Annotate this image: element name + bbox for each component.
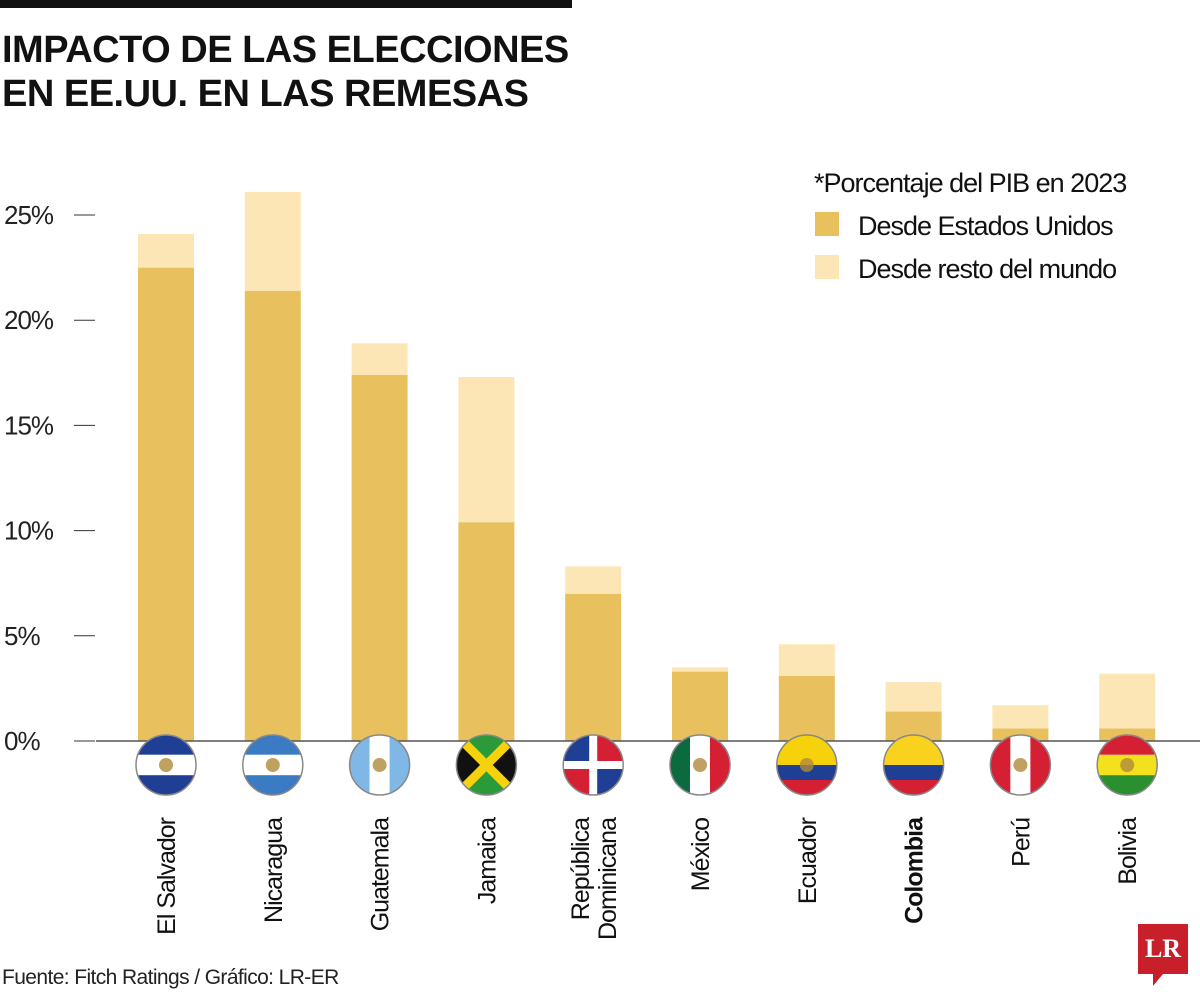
bar-us-3 bbox=[458, 522, 515, 741]
category-label: Perú bbox=[1007, 818, 1035, 867]
mexico-flag-icon bbox=[669, 734, 731, 796]
y-tick-label: 15% bbox=[4, 410, 54, 440]
el-salvador-flag-icon bbox=[135, 734, 197, 796]
guatemala-flag-icon bbox=[348, 734, 411, 796]
category-label: Guatemala bbox=[367, 817, 395, 931]
legend-label: Desde resto del mundo bbox=[858, 254, 1116, 284]
bar-rest-7 bbox=[885, 682, 942, 712]
chart-title: IMPACTO DE LAS ELECCIONES EN EE.UU. EN L… bbox=[2, 28, 569, 116]
title-line-2: EN EE.UU. EN LAS REMESAS bbox=[2, 73, 529, 115]
bar-rest-2 bbox=[351, 343, 408, 375]
bar-rest-4 bbox=[565, 566, 622, 594]
top-rule bbox=[0, 0, 572, 8]
bar-us-5 bbox=[672, 671, 728, 741]
y-tick-label: 0% bbox=[4, 726, 40, 756]
bar-rest-9 bbox=[1099, 673, 1156, 729]
bar-us-6 bbox=[778, 675, 835, 741]
legend-swatch bbox=[815, 255, 839, 279]
legend-title: *Porcentaje del PIB en 2023 bbox=[814, 168, 1126, 198]
bar-us-0 bbox=[138, 267, 194, 741]
bar-rest-5 bbox=[672, 667, 728, 672]
category-label: República bbox=[567, 817, 595, 920]
category-label: México bbox=[687, 818, 715, 891]
category-label: Jamaica bbox=[473, 817, 501, 904]
bar-rest-0 bbox=[138, 233, 194, 268]
category-label: Colombia bbox=[901, 816, 929, 924]
legend-swatch bbox=[815, 212, 839, 236]
bar-rest-1 bbox=[244, 191, 301, 291]
bar-us-1 bbox=[244, 290, 301, 741]
bolivia-flag-icon bbox=[1096, 734, 1158, 796]
y-tick-label: 25% bbox=[4, 200, 54, 230]
lr-logo: LR bbox=[1138, 924, 1188, 986]
nicaragua-flag-icon bbox=[242, 734, 304, 796]
bar-us-2 bbox=[351, 374, 408, 741]
y-tick-label: 20% bbox=[4, 305, 54, 335]
legend-label: Desde Estados Unidos bbox=[858, 211, 1113, 241]
peru-flag-icon bbox=[989, 734, 1052, 796]
jamaica-flag-icon bbox=[455, 734, 518, 796]
bar-rest-6 bbox=[778, 644, 835, 676]
source-footer: Fuente: Fitch Ratings / Gráfico: LR-ER bbox=[2, 966, 339, 989]
bar-us-4 bbox=[565, 593, 622, 741]
ecuador-flag-icon bbox=[776, 734, 838, 796]
category-label: El Salvador bbox=[153, 817, 181, 935]
category-label: Dominicana bbox=[594, 817, 622, 940]
category-label: Bolivia bbox=[1114, 817, 1142, 885]
bar-rest-3 bbox=[458, 377, 515, 523]
bar-rest-8 bbox=[992, 705, 1049, 729]
y-tick-label: 5% bbox=[4, 621, 40, 651]
y-tick-label: 10% bbox=[4, 516, 54, 546]
title-line-1: IMPACTO DE LAS ELECCIONES bbox=[2, 29, 569, 71]
dominican-republic-flag-icon bbox=[562, 734, 624, 796]
colombia-flag-icon bbox=[882, 734, 945, 796]
category-label: Nicaragua bbox=[260, 817, 288, 923]
category-label: Ecuador bbox=[794, 817, 822, 904]
